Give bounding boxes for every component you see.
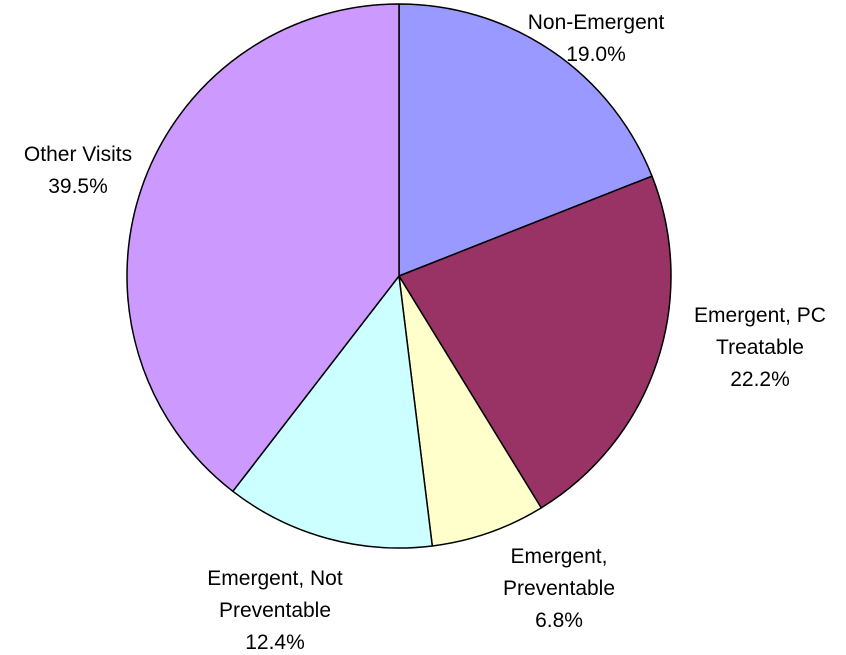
slice-category-label: Emergent, xyxy=(511,545,608,568)
slice-label: Non-Emergent 19.0% xyxy=(528,11,665,66)
pie-slice xyxy=(126,3,400,493)
pie-labels: Non-Emergent 19.0% Emergent, PC Treatable 22… xyxy=(24,11,826,654)
slice-label: Emergent, Not Preventable 12.4% xyxy=(207,567,343,654)
slice-label: Emergent, PC Treatable 22.2% xyxy=(694,304,826,391)
slice-category-label: Emergent, Not xyxy=(207,567,343,590)
slice-value-label: 12.4% xyxy=(245,631,305,654)
slice-value-label: 39.5% xyxy=(48,175,108,198)
pie-slice xyxy=(232,275,434,549)
pie-slices xyxy=(126,3,672,549)
slice-label: Other Visits 39.5% xyxy=(24,143,132,198)
slice-value-label: 19.0% xyxy=(566,43,626,66)
slice-category-label: Emergent, PC xyxy=(694,304,826,327)
slice-category-label: Other Visits xyxy=(24,143,132,166)
pie-slice xyxy=(398,3,653,277)
slice-category-label: Preventable xyxy=(503,577,615,600)
slice-value-label: 22.2% xyxy=(730,368,790,391)
slice-label: Emergent, Preventable 6.8% xyxy=(503,545,615,632)
slice-category-label: Preventable xyxy=(219,599,331,622)
pie-slice xyxy=(398,175,672,509)
slice-category-label: Non-Emergent xyxy=(528,11,665,34)
slice-value-label: 6.8% xyxy=(535,609,583,632)
pie-slice xyxy=(398,275,542,547)
slice-category-label: Treatable xyxy=(716,336,804,359)
